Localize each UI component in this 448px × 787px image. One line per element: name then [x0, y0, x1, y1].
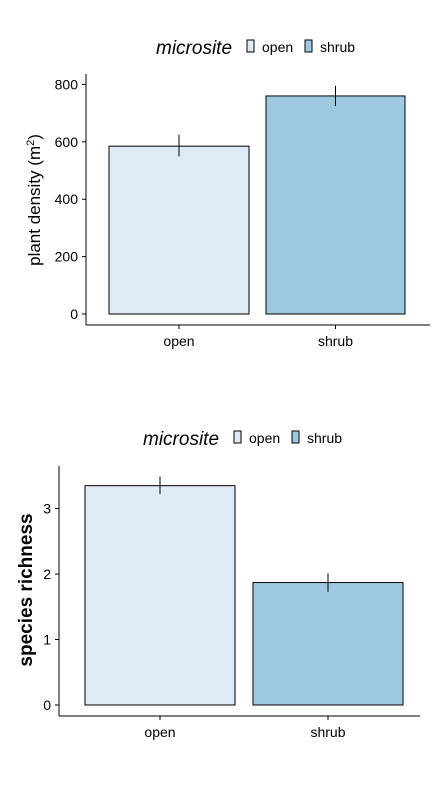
x-tick-label-open: open — [144, 724, 175, 740]
legend-key-open — [233, 430, 242, 444]
y-axis-title: plant density (m2) — [25, 134, 44, 266]
x-tick-label-open: open — [163, 333, 194, 349]
legend-title: microsite — [156, 38, 232, 59]
y-tick-label: 600 — [55, 134, 79, 150]
legend-label-open: open — [249, 430, 280, 446]
bar-open — [84, 485, 236, 706]
y-tick-label: 400 — [55, 191, 79, 207]
legend-key-shrub — [304, 39, 313, 53]
plant-density-chart: microsite open shrub plant density (m2) … — [25, 38, 430, 349]
chart-marks: 0 1 2 3 open shrub — [43, 476, 404, 740]
chart-marks: 0 200 400 600 800 open shrub — [55, 76, 406, 349]
x-tick-label-shrub: shrub — [318, 333, 353, 349]
y-tick-label: 0 — [43, 697, 51, 713]
legend-label-shrub: shrub — [320, 39, 355, 55]
bar-shrub — [265, 95, 406, 315]
y-tick-label: 2 — [43, 566, 51, 582]
y-tick-label: 200 — [55, 249, 79, 265]
legend-label-open: open — [262, 39, 293, 55]
bar-open — [108, 145, 250, 315]
x-tick-label-shrub: shrub — [310, 724, 345, 740]
y-tick-label: 3 — [43, 501, 51, 517]
legend-key-shrub — [291, 430, 300, 444]
legend: microsite open shrub — [143, 429, 342, 450]
y-tick-label: 1 — [43, 632, 51, 648]
legend: microsite open shrub — [156, 38, 355, 59]
species-richness-chart: microsite open shrub species richness 0 1… — [16, 429, 420, 740]
y-tick-label: 800 — [55, 76, 79, 92]
y-axis-title: species richness — [16, 513, 37, 666]
y-tick-label: 0 — [70, 306, 78, 322]
legend-label-shrub: shrub — [307, 430, 342, 446]
bar-shrub — [252, 582, 404, 706]
legend-title: microsite — [143, 429, 219, 450]
legend-key-open — [246, 39, 255, 53]
